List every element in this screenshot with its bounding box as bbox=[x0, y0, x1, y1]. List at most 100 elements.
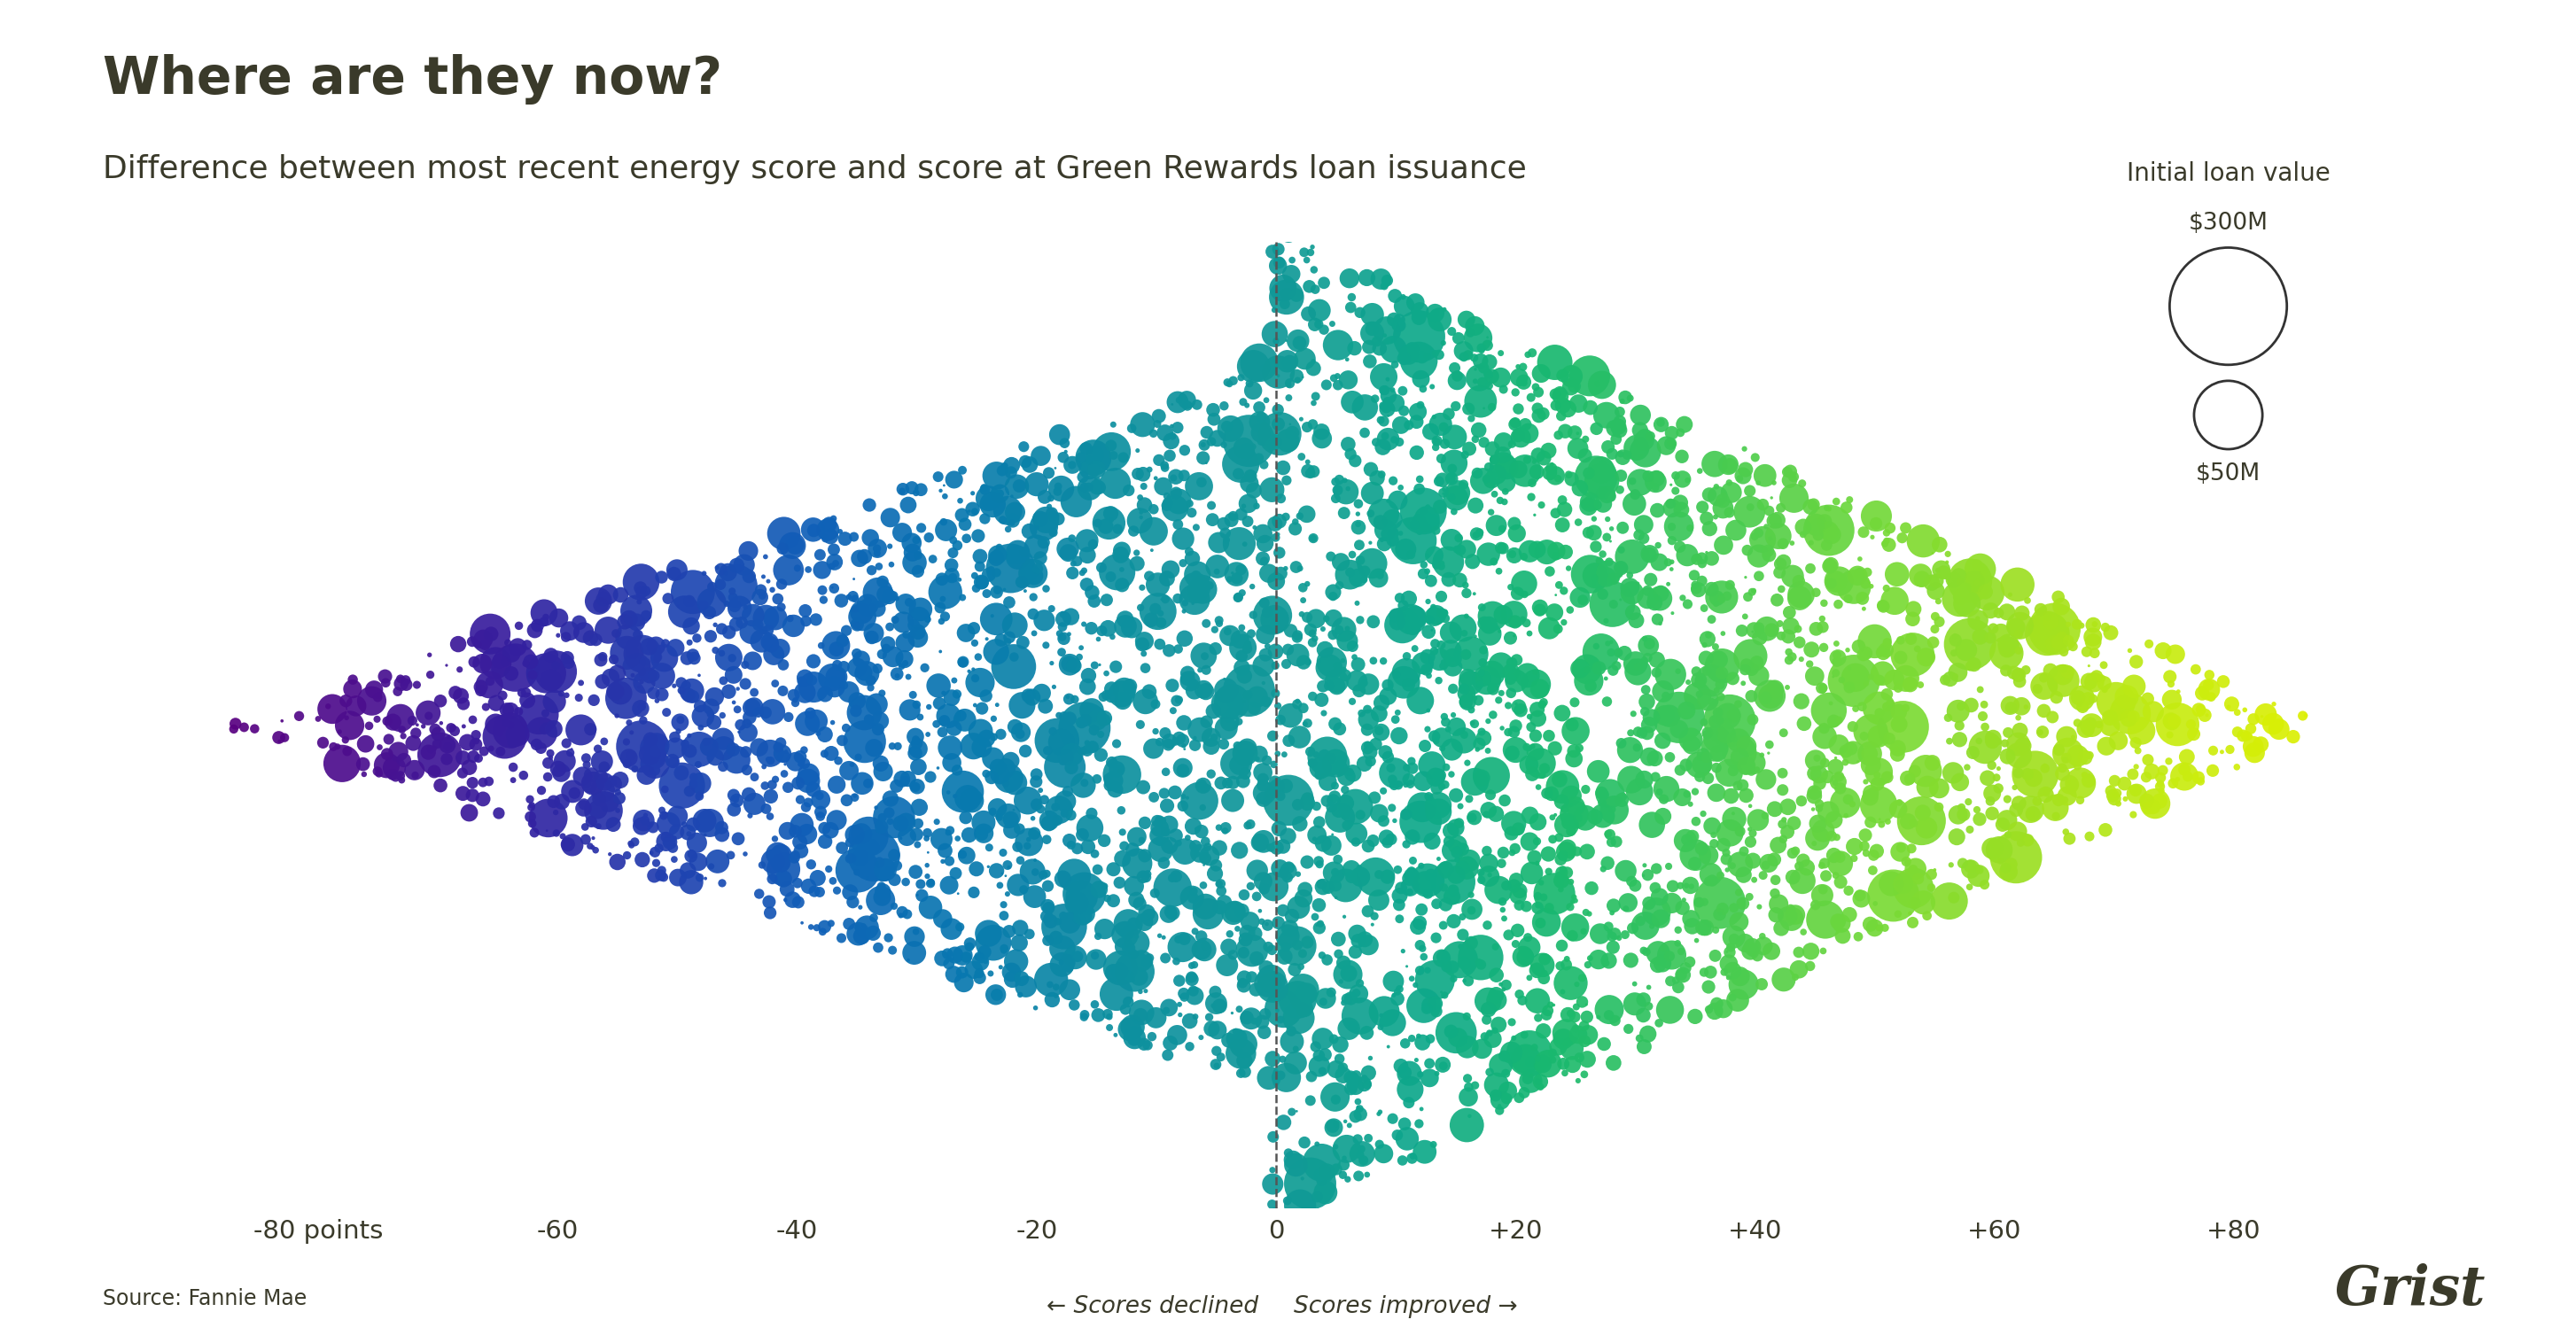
Point bbox=[469, 670, 510, 692]
Point bbox=[1273, 422, 1314, 443]
Point bbox=[1515, 1037, 1556, 1058]
Point bbox=[2231, 719, 2272, 740]
Point bbox=[1682, 553, 1723, 575]
Point bbox=[781, 831, 822, 853]
Point bbox=[1324, 992, 1365, 1014]
Point bbox=[1625, 941, 1667, 963]
Point bbox=[1275, 510, 1316, 532]
Point bbox=[1914, 580, 1955, 602]
Point bbox=[817, 810, 858, 831]
Point bbox=[961, 572, 1002, 594]
Point bbox=[1419, 447, 1461, 469]
Point bbox=[781, 788, 822, 810]
Point bbox=[2190, 686, 2231, 708]
Point bbox=[2074, 688, 2115, 709]
Point bbox=[1249, 1068, 1291, 1089]
Point bbox=[366, 710, 407, 732]
Point bbox=[1103, 690, 1144, 712]
Point bbox=[1473, 1019, 1515, 1041]
Point bbox=[1587, 633, 1628, 654]
Point bbox=[912, 548, 953, 569]
Point bbox=[835, 615, 876, 637]
Point bbox=[1499, 1086, 1540, 1108]
Point bbox=[1329, 1077, 1370, 1099]
Point bbox=[469, 623, 510, 645]
Point bbox=[1314, 790, 1355, 811]
Point bbox=[621, 643, 662, 665]
Point bbox=[1641, 412, 1682, 434]
Point bbox=[1669, 517, 1710, 539]
Point bbox=[435, 720, 477, 741]
Point bbox=[837, 917, 878, 939]
Point bbox=[703, 670, 744, 692]
Point bbox=[366, 755, 407, 776]
Point bbox=[1636, 901, 1677, 923]
Point bbox=[724, 843, 765, 865]
Point bbox=[1623, 426, 1664, 447]
Point bbox=[1103, 835, 1144, 857]
Point bbox=[1064, 709, 1105, 731]
Point bbox=[1185, 612, 1226, 634]
Point bbox=[1489, 669, 1530, 690]
Point bbox=[989, 921, 1030, 943]
Point bbox=[714, 739, 755, 760]
Point bbox=[1494, 624, 1535, 646]
Point bbox=[1406, 504, 1448, 525]
Point bbox=[1139, 818, 1180, 839]
Point bbox=[701, 823, 742, 845]
Point bbox=[358, 760, 399, 782]
Point bbox=[1937, 701, 1978, 723]
Point bbox=[1100, 960, 1141, 982]
Point bbox=[1695, 475, 1736, 497]
Point bbox=[871, 553, 912, 575]
Point bbox=[1430, 486, 1471, 508]
Point bbox=[1564, 1015, 1605, 1037]
Point bbox=[1170, 541, 1211, 563]
Point bbox=[1409, 665, 1450, 686]
Point bbox=[1033, 720, 1074, 741]
Point bbox=[1028, 813, 1069, 834]
Point bbox=[744, 702, 786, 724]
Point bbox=[1579, 948, 1620, 970]
Point bbox=[1891, 629, 1932, 650]
Point bbox=[1471, 501, 1512, 522]
Point bbox=[376, 766, 417, 787]
Point bbox=[1968, 767, 2009, 788]
Point bbox=[1899, 868, 1940, 889]
Point bbox=[1200, 897, 1242, 919]
Point bbox=[1303, 639, 1345, 661]
Point bbox=[1641, 583, 1682, 604]
Point bbox=[657, 559, 698, 580]
Point bbox=[1955, 553, 1996, 575]
Point bbox=[1981, 850, 2022, 872]
Point bbox=[307, 696, 348, 717]
Point bbox=[1391, 1027, 1432, 1049]
Point bbox=[817, 666, 858, 688]
Point bbox=[1363, 810, 1404, 831]
Point bbox=[1971, 803, 2012, 825]
Point bbox=[755, 829, 796, 850]
Point bbox=[459, 748, 500, 770]
Point bbox=[791, 670, 832, 692]
Point bbox=[1092, 858, 1133, 880]
Point bbox=[1865, 639, 1906, 661]
Point bbox=[750, 786, 791, 807]
Point bbox=[871, 811, 912, 833]
Point bbox=[1558, 1046, 1600, 1068]
Point bbox=[2190, 678, 2231, 700]
Point bbox=[945, 622, 987, 643]
Point bbox=[1582, 782, 1623, 803]
Point bbox=[1332, 858, 1373, 880]
Point bbox=[1754, 471, 1795, 493]
Point bbox=[1406, 659, 1448, 681]
Point bbox=[1342, 674, 1383, 696]
Point bbox=[1540, 935, 1582, 956]
Point bbox=[1383, 1113, 1425, 1135]
Point bbox=[1285, 250, 1327, 271]
Point bbox=[569, 835, 611, 857]
Point bbox=[1422, 776, 1463, 798]
Point bbox=[1566, 779, 1607, 800]
Point bbox=[1752, 619, 1793, 641]
Point bbox=[1777, 959, 1819, 980]
Point bbox=[724, 555, 765, 576]
